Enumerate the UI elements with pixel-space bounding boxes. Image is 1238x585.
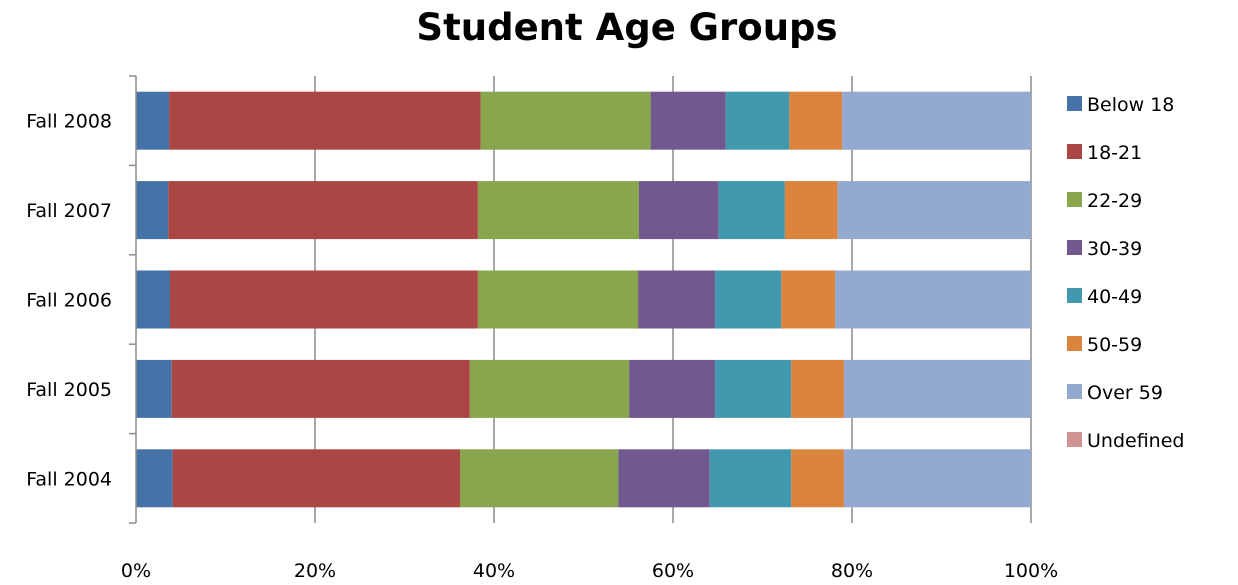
bar-segments: [136, 91, 1031, 508]
bar-segment-40-49: [725, 91, 790, 150]
bar-segment-over-59: [834, 270, 1031, 329]
legend-swatch: [1067, 96, 1082, 111]
bar-segment-18-21: [172, 449, 460, 508]
bar-segment-18-21: [169, 91, 481, 150]
legend-label: 40-49: [1087, 286, 1142, 308]
bar-segment-over-59: [843, 359, 1031, 418]
bar-segment-below-18: [136, 270, 171, 329]
bar-segment-over-59: [842, 91, 1031, 150]
bar-segment-18-21: [171, 359, 470, 418]
x-tick-label: 100%: [1004, 560, 1058, 582]
bar-segment-50-59: [791, 449, 844, 508]
legend-swatch: [1067, 192, 1082, 207]
bar-segment-30-39: [650, 91, 726, 150]
category-label: Fall 2008: [26, 111, 112, 133]
bar-segment-40-49: [715, 270, 782, 329]
bar-segment-22-29: [477, 181, 639, 240]
bar-segment-22-29: [469, 359, 630, 418]
bar-segment-below-18: [136, 181, 169, 240]
legend-label: Below 18: [1087, 94, 1174, 116]
bar-segment-30-39: [618, 449, 710, 508]
bar-segment-below-18: [136, 449, 173, 508]
x-tick-label: 40%: [473, 560, 515, 582]
bar-segment-over-59: [837, 181, 1031, 240]
bar-segment-30-39: [629, 359, 716, 418]
legend-swatch: [1067, 384, 1082, 399]
category-label: Fall 2004: [26, 468, 112, 490]
legend-label: Undefined: [1087, 430, 1184, 452]
legend-label: 22-29: [1087, 190, 1142, 212]
bar-segment-30-39: [638, 270, 716, 329]
category-labels: Fall 2008 Fall 2007 Fall 2006 Fall 2005 Fall…: [26, 111, 112, 491]
legend-swatch: [1067, 144, 1082, 159]
bar-segment-22-29: [477, 270, 639, 329]
bar-segment-50-59: [781, 270, 835, 329]
category-label: Fall 2006: [26, 290, 112, 312]
x-tick-label: 0%: [121, 560, 151, 582]
bar-segment-40-49: [709, 449, 792, 508]
bar-segment-below-18: [136, 91, 170, 150]
x-tick-label: 80%: [831, 560, 873, 582]
bar-segment-over-59: [843, 449, 1031, 508]
legend-label: 18-21: [1087, 142, 1142, 164]
chart-title: Student Age Groups: [416, 6, 837, 49]
legend: Below 18 18-21 22-29 30-39 40-49 50-59 Over 59…: [1067, 94, 1184, 452]
bar-segment-18-21: [170, 270, 478, 329]
bar-segment-50-59: [784, 181, 838, 240]
bar-segment-22-29: [459, 449, 619, 508]
category-label: Fall 2005: [26, 379, 112, 401]
x-tick-label: 60%: [652, 560, 694, 582]
legend-label: 30-39: [1087, 238, 1142, 260]
bar-segment-40-49: [718, 181, 785, 240]
legend-swatch: [1067, 288, 1082, 303]
bar-segment-50-59: [791, 359, 844, 418]
legend-swatch: [1067, 240, 1082, 255]
axes: [129, 75, 137, 524]
bar-segment-40-49: [715, 359, 792, 418]
bar-segment-50-59: [789, 91, 843, 150]
bar-segment-18-21: [168, 181, 478, 240]
bar-segment-22-29: [480, 91, 651, 150]
legend-swatch: [1067, 336, 1082, 351]
legend-label: Over 59: [1087, 382, 1163, 404]
legend-swatch: [1067, 432, 1082, 447]
x-tick-label: 20%: [294, 560, 336, 582]
bar-segment-below-18: [136, 359, 172, 418]
category-label: Fall 2007: [26, 200, 112, 222]
x-tick-labels: 0% 20% 40% 60% 80% 100%: [121, 560, 1058, 582]
bar-segment-30-39: [638, 181, 719, 240]
legend-label: 50-59: [1087, 334, 1142, 356]
